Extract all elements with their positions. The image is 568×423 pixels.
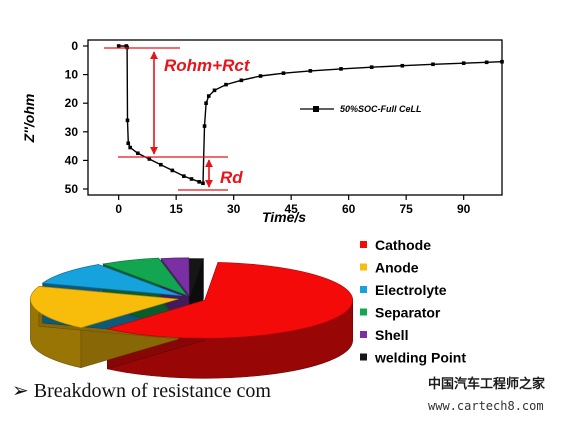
pie-slice-welding-point (189, 258, 204, 297)
y-tick-label: 0 (71, 39, 78, 53)
pie-slice-electrolyte (41, 264, 183, 297)
pie-slice-cathode (105, 262, 354, 339)
pie-legend-label: Anode (375, 260, 419, 276)
data-point (125, 118, 130, 123)
data-point (202, 124, 207, 128)
x-tick-label: 30 (227, 202, 241, 216)
pie-legend-swatch (360, 308, 367, 316)
data-point (116, 44, 121, 48)
watermark: 中国汽车工程师之家 www.cartech8.com (428, 376, 546, 413)
data-point (212, 88, 217, 93)
data-point (204, 101, 208, 105)
pie-legend-swatch (360, 241, 367, 248)
data-point (400, 63, 405, 68)
data-point (308, 69, 313, 73)
data-point (182, 174, 186, 178)
x-axis-ticks: 0 15 30 45 60 75 90 (115, 195, 471, 216)
rohm-rct-label: Rohm+Rct (164, 56, 251, 75)
data-point (136, 151, 140, 156)
x-tick-label: 60 (342, 202, 356, 216)
data-point (461, 61, 466, 65)
data-point (224, 82, 228, 87)
data-point (431, 62, 435, 67)
pie-legend-swatch (360, 331, 367, 338)
y-axis-ticks: 0 10 20 30 40 50 (65, 39, 88, 196)
pie-slice-separator (101, 257, 188, 297)
slide-caption: ➢ Breakdown of resistance com (12, 380, 271, 402)
data-point (239, 78, 244, 83)
series-layer (116, 44, 504, 186)
data-point (258, 74, 263, 78)
data-point (147, 157, 152, 161)
resistance-pie-chart: Cathode Anode Electrolyte Separator Shell wel… (30, 237, 466, 379)
data-point (339, 67, 343, 71)
data-point (281, 71, 286, 75)
x-tick-label: 45 (284, 202, 298, 216)
legend-marker-swatch (313, 106, 319, 112)
y-tick-label: 30 (65, 125, 79, 139)
pie-legend-swatch (360, 286, 367, 293)
annotations: Rohm+Rct Rd (104, 47, 251, 191)
watermark-url: www.cartech8.com (428, 399, 544, 413)
rd-label: Rd (220, 168, 243, 187)
pie-slice-shell (160, 257, 190, 297)
data-point (170, 168, 175, 173)
x-tick-label: 0 (115, 202, 122, 216)
legend-label: 50%SOC-Full CeLL (340, 104, 422, 114)
pie-legend-swatch (360, 353, 367, 361)
pie-legend-label: Separator (375, 305, 441, 321)
x-tick-label: 90 (457, 202, 471, 216)
data-point (159, 162, 163, 167)
x-tick-label: 15 (169, 202, 183, 216)
x-tick-label: 75 (399, 202, 413, 216)
pie-legend-label: Cathode (375, 237, 431, 253)
data-point (128, 145, 132, 150)
line-legend: 50%SOC-Full CeLL (300, 104, 422, 114)
data-point (201, 181, 205, 186)
pie-legend-label: Electrolyte (375, 282, 447, 298)
data-point (369, 65, 374, 69)
y-tick-label: 20 (65, 96, 79, 110)
plot-frame (87, 39, 503, 196)
data-point (206, 94, 211, 98)
pie-slice-anode (30, 286, 179, 329)
data-point (500, 59, 504, 64)
pie-legend-label: Shell (375, 327, 408, 343)
watermark-cn: 中国汽车工程师之家 (428, 376, 546, 392)
y-tick-label: 40 (65, 153, 79, 167)
data-point (484, 60, 489, 65)
data-point (189, 177, 194, 181)
y-tick-label: 50 (65, 182, 79, 196)
y-tick-label: 10 (65, 68, 79, 82)
x-axis-title: Time/s (262, 209, 306, 225)
pie-tops (30, 257, 354, 339)
data-point (126, 141, 131, 146)
impedance-line-chart: 0 10 20 30 40 50 0 15 30 45 60 75 90 Z''/ohm Time/s… (21, 39, 504, 225)
pie-legend: Cathode Anode Electrolyte Separator Shell wel… (360, 237, 466, 366)
pie-legend-swatch (360, 263, 367, 271)
y-axis-title: Z''/ohm (21, 94, 37, 144)
data-point (197, 180, 201, 184)
pie-legend-label: welding Point (374, 350, 466, 366)
